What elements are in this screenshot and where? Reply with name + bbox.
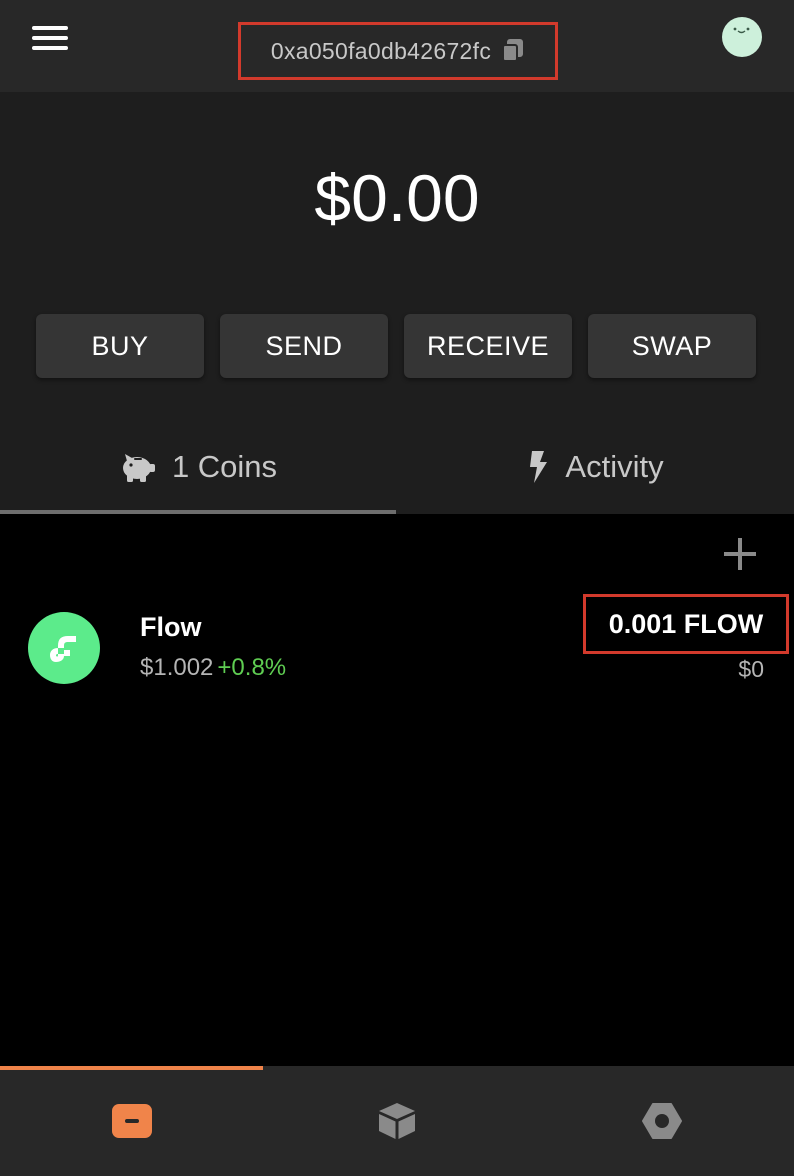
coin-amount: 0.001 FLOW — [608, 608, 764, 639]
receive-button[interactable]: RECEIVE — [404, 314, 572, 378]
hamburger-menu-icon[interactable] — [30, 24, 70, 52]
nav-nft[interactable] — [265, 1066, 530, 1176]
nav-settings[interactable] — [529, 1066, 794, 1176]
settings-icon — [641, 1103, 682, 1139]
bottom-navigation — [0, 1066, 794, 1176]
add-token-button[interactable] — [722, 536, 758, 572]
total-balance: $0.00 — [314, 161, 480, 235]
active-nav-indicator — [0, 1066, 263, 1070]
flow-logo-icon — [28, 612, 100, 684]
tab-coins-label: 1 Coins — [171, 449, 278, 484]
coin-amount-box: 0.001 FLOW — [583, 594, 789, 654]
piggy-bank-icon — [122, 454, 155, 482]
wallet-tabs: 1 Coins Activity — [0, 420, 794, 514]
coin-name: Flow — [140, 612, 202, 642]
send-button[interactable]: SEND — [220, 314, 388, 378]
coin-change: +0.8% — [217, 654, 287, 681]
app-header: 0xa050fa0db42672fc — [0, 0, 794, 92]
tab-coins[interactable]: 1 Coins — [0, 420, 397, 514]
buy-button[interactable]: BUY — [36, 314, 204, 378]
nft-cube-icon — [379, 1103, 415, 1139]
copy-icon[interactable] — [501, 39, 525, 63]
coin-price: $1.002 — [140, 654, 214, 681]
list-item[interactable]: Flow $1.002 +0.8% 0.001 FLOW $0 — [0, 590, 794, 710]
coin-price-line: $1.002 +0.8% — [140, 654, 286, 682]
action-buttons: BUY SEND RECEIVE SWAP — [36, 314, 756, 378]
swap-button[interactable]: SWAP — [588, 314, 756, 378]
wallet-address-button[interactable]: 0xa050fa0db42672fc — [238, 22, 558, 80]
lightning-bolt-icon — [530, 451, 548, 483]
wallet-top-section: 0xa050fa0db42672fc $0.00 BUY SEND RECEIV… — [0, 0, 794, 514]
nav-wallet[interactable] — [0, 1066, 265, 1176]
avatar[interactable] — [722, 17, 762, 57]
wallet-address: 0xa050fa0db42672fc — [270, 37, 492, 64]
tab-activity[interactable]: Activity — [397, 420, 794, 514]
avatar-face-icon — [733, 27, 750, 34]
wallet-icon — [112, 1104, 153, 1138]
coin-value: $0 — [738, 656, 764, 682]
tab-activity-label: Activity — [565, 449, 664, 484]
